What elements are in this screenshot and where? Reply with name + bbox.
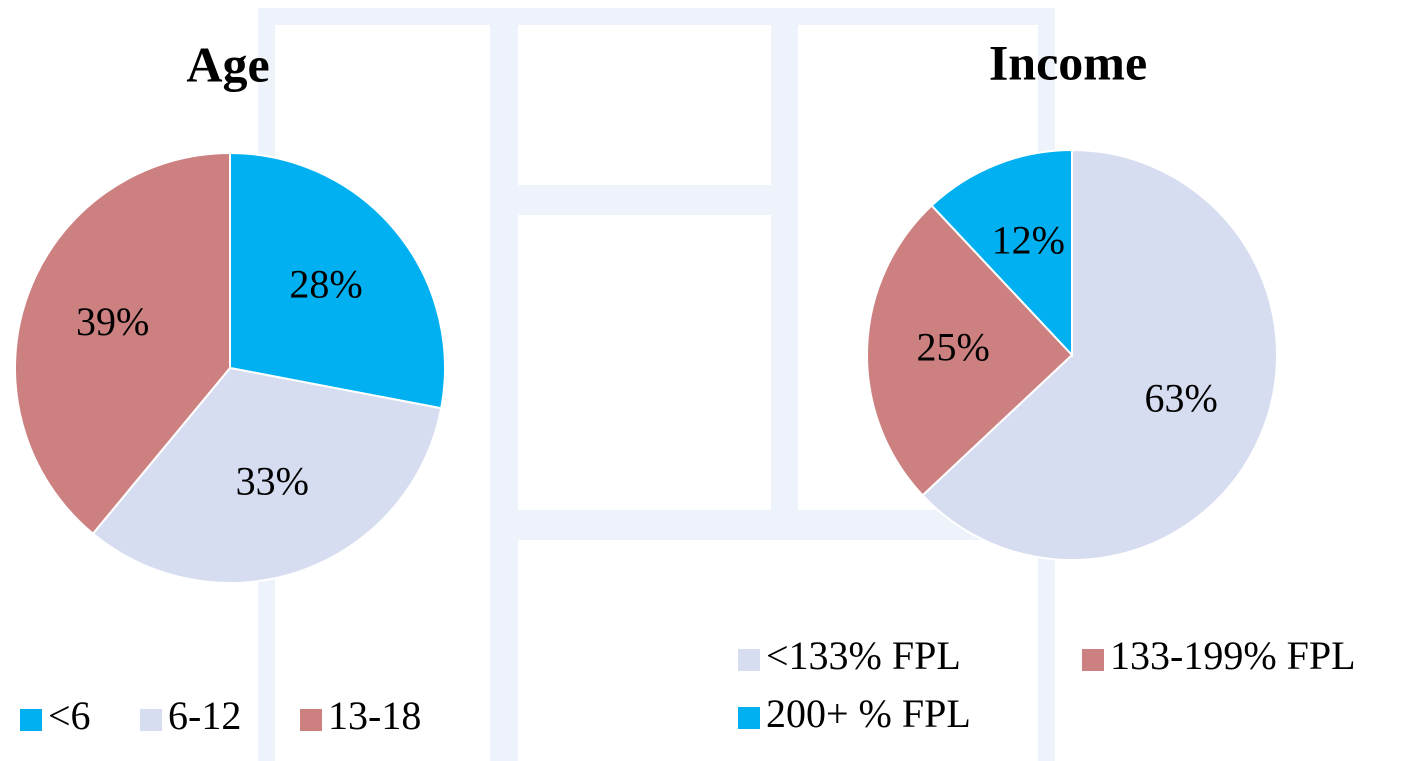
chart-title: Age	[186, 36, 269, 92]
legend-swatch	[20, 709, 42, 731]
legend-label: 200+ % FPL	[766, 691, 971, 736]
legend-label: <6	[48, 693, 91, 738]
pie-slice	[921, 148, 1278, 561]
legend-label: 6-12	[168, 693, 241, 738]
legend-label: 133-199% FPL	[1110, 633, 1356, 678]
legend-label: 13-18	[328, 693, 421, 738]
pie-slice	[930, 148, 1073, 358]
legend-swatch	[738, 649, 760, 671]
pie-slice	[14, 151, 231, 536]
legend-label: <133% FPL	[766, 633, 961, 678]
data-label: 25%	[916, 324, 989, 369]
legend-swatch	[300, 709, 322, 731]
pie-slice	[91, 366, 443, 584]
pie-slice	[866, 204, 1074, 497]
legend-swatch	[1082, 649, 1104, 671]
data-label: 63%	[1144, 375, 1217, 420]
data-label: 28%	[289, 262, 362, 307]
data-label: 33%	[236, 458, 309, 503]
pie-slice	[229, 151, 446, 410]
data-label: 39%	[76, 299, 149, 344]
chart-title: Income	[989, 34, 1147, 90]
bg-cell	[518, 25, 771, 185]
legend-swatch	[140, 709, 162, 731]
bg-cell	[518, 215, 771, 510]
legend-swatch	[738, 707, 760, 729]
data-label: 12%	[992, 218, 1065, 263]
bg-cell	[518, 540, 1038, 761]
